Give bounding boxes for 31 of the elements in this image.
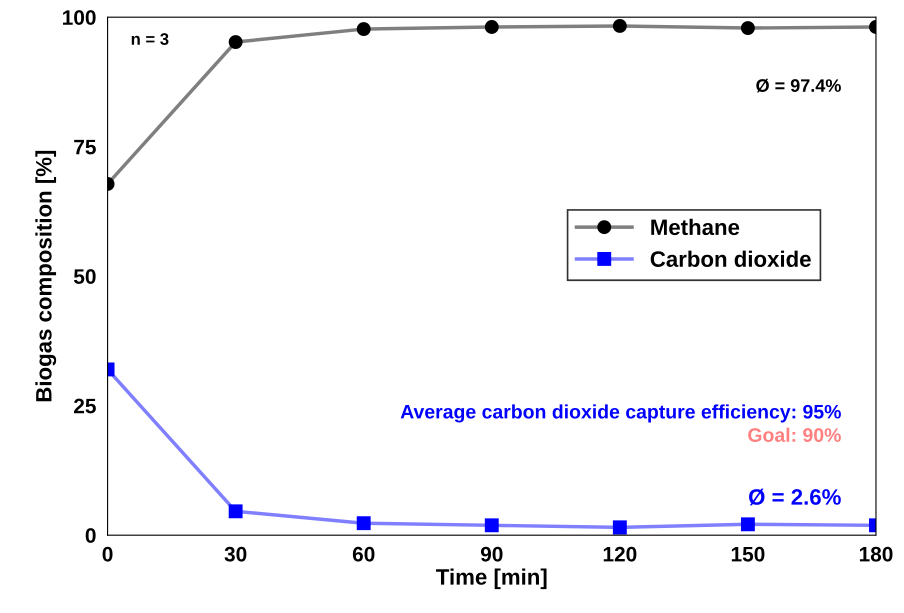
y-tick-label: 25 [74, 398, 96, 414]
point [740, 517, 755, 532]
y-axis-title: Biogas composition [%] [35, 150, 56, 402]
point [612, 520, 627, 534]
point [228, 504, 243, 518]
point [484, 518, 499, 532]
x-tick-label: 60 [352, 546, 374, 562]
annotation: Ø = 97.4% [756, 78, 841, 92]
x-tick-label: 120 [604, 546, 636, 562]
x-tick-label: 90 [480, 546, 503, 562]
x-tick-label: 150 [732, 546, 764, 562]
y-tick-label: 50 [74, 269, 96, 284]
point [484, 20, 499, 34]
y-tick-label: 75 [74, 140, 96, 154]
annotation: n = 3 [132, 33, 168, 45]
point [356, 22, 371, 36]
x-tick-label: 180 [860, 546, 893, 562]
annotation: Average carbon dioxide capture efficiency: 95% [400, 404, 841, 423]
point [612, 19, 627, 33]
y-tick-label: 0 [86, 528, 96, 543]
point [740, 21, 755, 35]
y-tick-label: 100 [63, 10, 96, 25]
x-tick-label: 0 [102, 546, 113, 562]
x-axis-title: Time [min] [436, 568, 547, 590]
annotation: Goal: 90% [748, 428, 841, 442]
point [356, 516, 371, 530]
point [228, 35, 243, 49]
x-tick-label: 30 [224, 546, 246, 562]
annotation: Ø = 2.6% [749, 488, 841, 506]
legend-label: Carbon dioxide [650, 250, 811, 267]
legend-label: Methane [651, 218, 740, 236]
